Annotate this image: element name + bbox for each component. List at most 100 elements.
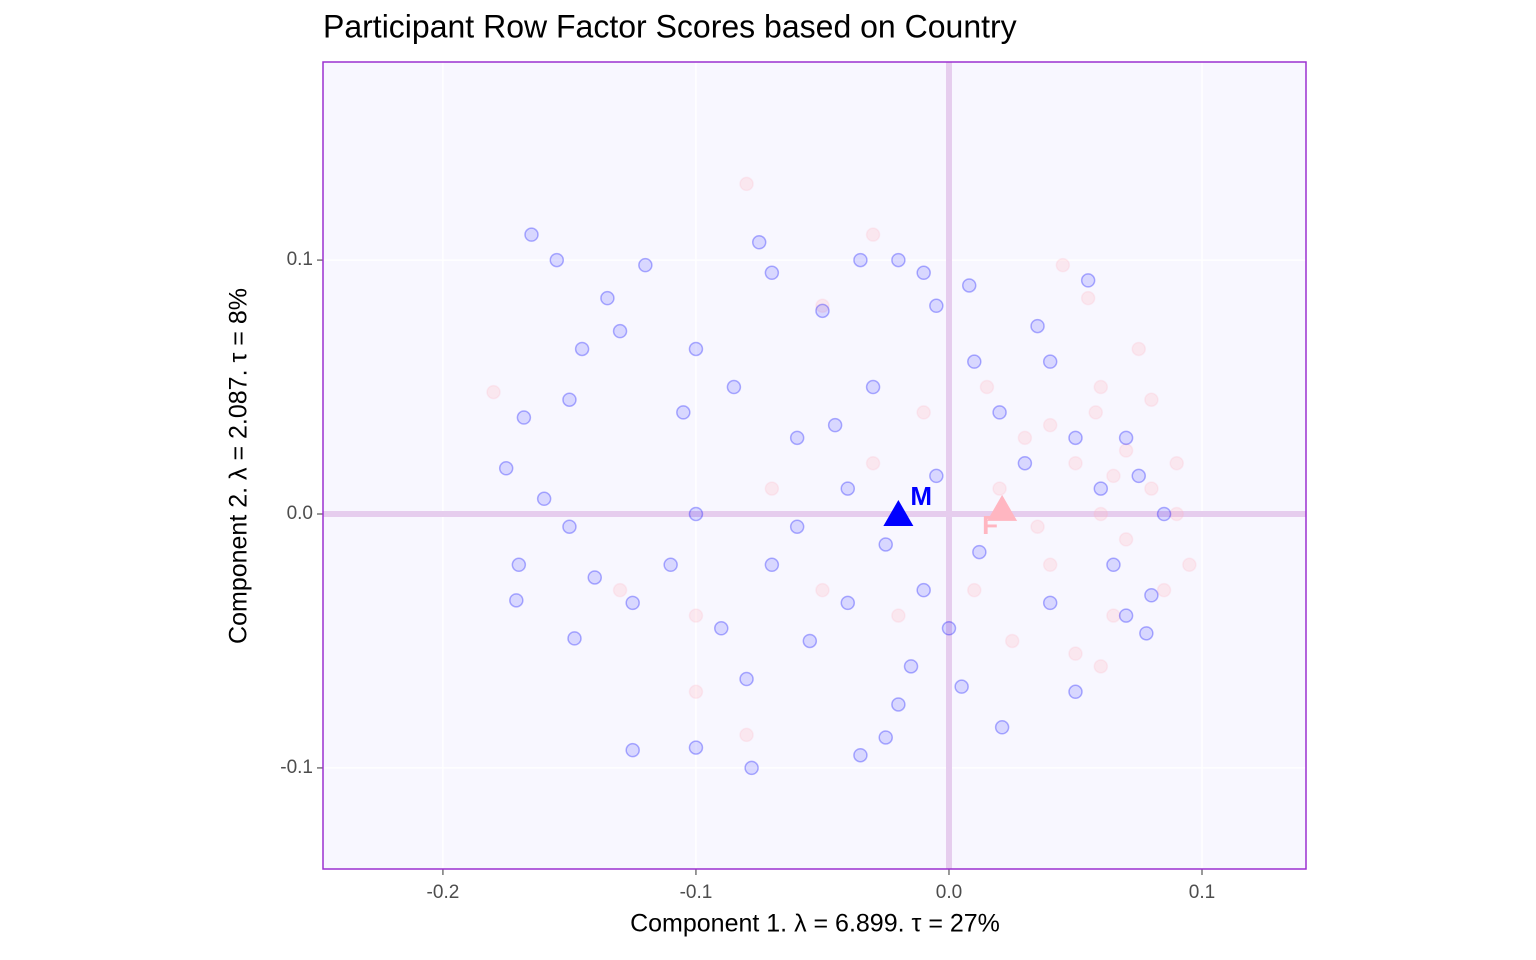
point: [509, 593, 524, 608]
x-axis-label: Component 1. λ = 6.899. τ = 27%: [630, 910, 1000, 938]
point: [625, 742, 640, 758]
mean-label: M: [910, 481, 932, 511]
y-tick-label: -0.1: [280, 757, 313, 778]
point: [789, 430, 805, 446]
point: [739, 671, 754, 687]
point: [865, 455, 881, 471]
point: [1068, 430, 1083, 446]
point: [612, 323, 628, 339]
point: [486, 384, 501, 400]
point: [992, 405, 1007, 420]
point: [587, 570, 602, 585]
point: [1042, 417, 1058, 433]
plot-border: [322, 61, 1307, 870]
point: [1118, 443, 1134, 458]
point: [726, 379, 742, 395]
point: [967, 582, 982, 598]
point: [1068, 684, 1083, 700]
point: [1017, 455, 1033, 471]
point: [916, 582, 931, 598]
point: [1144, 481, 1159, 496]
point: [1169, 455, 1184, 471]
point: [1017, 430, 1033, 446]
point: [1004, 633, 1020, 649]
y-tick-label: 0.1: [287, 249, 313, 270]
point: [1182, 557, 1197, 573]
point: [802, 633, 818, 649]
point: [1068, 646, 1083, 661]
point: [600, 290, 615, 306]
point: [865, 379, 881, 395]
point: [498, 461, 514, 476]
point: [815, 298, 830, 314]
point: [688, 740, 704, 755]
point: [815, 582, 830, 598]
point: [574, 341, 590, 357]
point: [1068, 455, 1083, 471]
point: [1131, 468, 1147, 484]
point: [663, 557, 678, 573]
point: [1055, 257, 1071, 273]
mean-marker: [987, 494, 1018, 521]
point: [625, 595, 640, 611]
x-tick-label: -0.1: [680, 882, 713, 903]
point: [1106, 468, 1121, 484]
mean-marker: [883, 500, 914, 527]
point: [764, 265, 780, 281]
point: [688, 684, 704, 700]
point: [1080, 290, 1096, 306]
chart-title: Participant Row Factor Scores based on C…: [323, 8, 1017, 44]
point: [562, 519, 577, 534]
plot-background: [323, 62, 1306, 869]
point: [764, 481, 780, 496]
point: [1093, 659, 1109, 674]
point: [714, 621, 729, 636]
point: [688, 341, 704, 357]
y-axis-label: Component 2. λ = 2.087. τ = 8%: [225, 288, 253, 644]
point: [815, 303, 830, 319]
point: [878, 730, 893, 745]
point: [511, 557, 527, 573]
point: [967, 354, 982, 369]
point: [903, 659, 919, 674]
point: [979, 379, 995, 395]
point: [688, 506, 704, 522]
point: [1042, 354, 1058, 369]
point: [827, 417, 843, 433]
point: [891, 697, 906, 712]
point: [1118, 608, 1134, 623]
point: [1156, 506, 1172, 522]
point: [994, 720, 1010, 735]
point: [1030, 318, 1045, 334]
point: [1118, 430, 1134, 446]
point: [516, 410, 532, 425]
point: [891, 252, 906, 268]
point: [891, 608, 906, 623]
point: [840, 481, 856, 496]
point: [1139, 626, 1154, 641]
point: [612, 582, 628, 598]
point: [929, 468, 944, 484]
point: [1106, 608, 1121, 623]
point: [744, 760, 759, 776]
x-tick-label: 0.0: [936, 882, 962, 903]
point: [1080, 273, 1096, 288]
point: [562, 392, 577, 407]
point: [524, 227, 539, 242]
point: [1169, 506, 1184, 522]
point: [549, 252, 565, 268]
point: [961, 278, 977, 293]
point: [972, 544, 987, 560]
point: [764, 557, 780, 573]
point: [941, 621, 957, 636]
point: [916, 405, 931, 420]
point: [1144, 588, 1159, 603]
x-tick-label: 0.1: [1189, 882, 1215, 903]
point: [954, 679, 969, 694]
point: [853, 252, 868, 268]
point: [1106, 557, 1121, 573]
point: [1042, 557, 1058, 573]
point: [1131, 341, 1147, 357]
